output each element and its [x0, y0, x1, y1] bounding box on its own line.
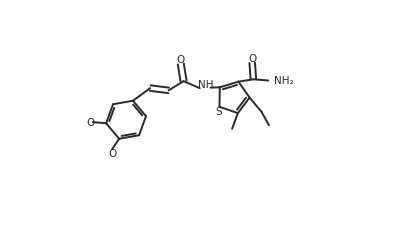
- Text: O: O: [87, 117, 95, 127]
- Text: NH: NH: [198, 80, 213, 90]
- Text: O: O: [248, 54, 256, 64]
- Text: S: S: [215, 106, 222, 116]
- Text: O: O: [177, 55, 185, 65]
- Text: O: O: [108, 148, 116, 158]
- Text: NH₂: NH₂: [274, 75, 294, 85]
